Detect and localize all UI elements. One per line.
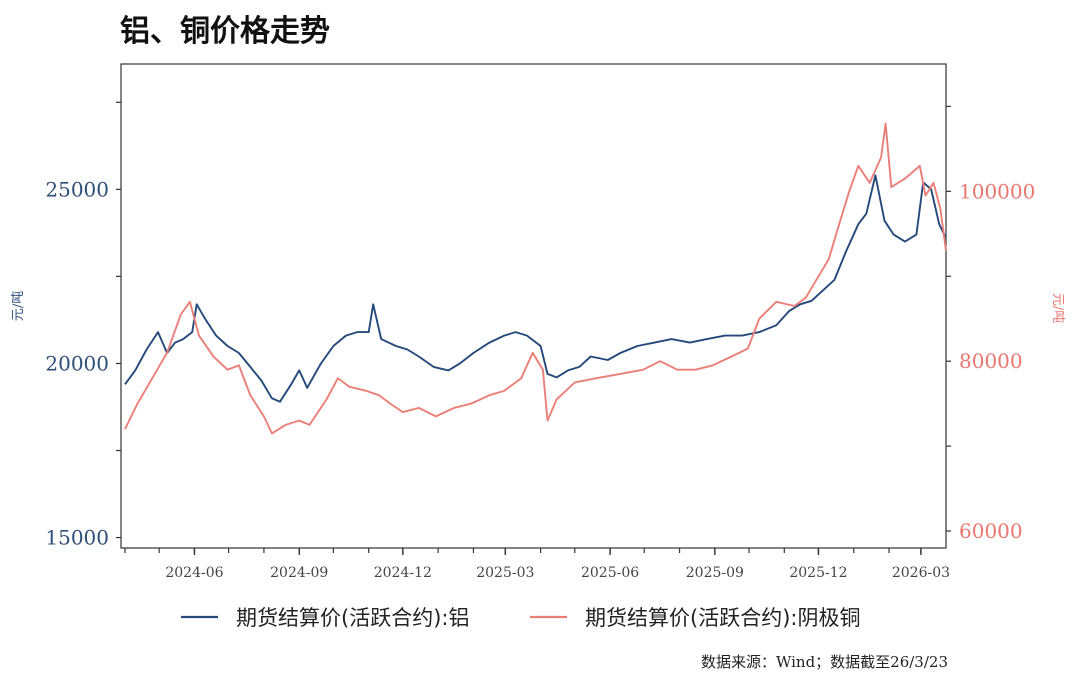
y-right-tick-label: 60000 [959, 519, 1023, 543]
series-line-copper [124, 122, 947, 435]
x-tick-label: 2024-12 [374, 565, 432, 581]
y-right-tick-label: 80000 [959, 349, 1023, 373]
y-left-tick-label: 25000 [45, 177, 109, 201]
x-tick-label: 2025-06 [581, 565, 639, 581]
plot-area-frame [120, 63, 947, 549]
chart-title: 铝、铜价格走势 [120, 14, 330, 49]
x-tick-label: 2026-03 [892, 565, 950, 581]
series-lines [124, 122, 947, 435]
legend-label-aluminum: 期货结算价(活跃合约):铝 [236, 606, 469, 630]
x-tick-label: 2025-03 [476, 565, 534, 581]
y-left-tick-label: 15000 [45, 526, 109, 550]
y-axis-right-label: 元/吨 [1050, 293, 1065, 323]
legend-label-copper: 期货结算价(活跃合约):阴极铜 [585, 606, 860, 630]
y-right-tick-label: 100000 [959, 179, 1035, 203]
x-tick-label: 2024-06 [165, 565, 223, 581]
x-tick-label: 2025-09 [686, 565, 744, 581]
x-tick-label: 2024-09 [270, 565, 328, 581]
data-source-note: 数据来源：Wind；数据截至26/3/23 [700, 653, 948, 671]
axes-group: 15000 20000 25000 60000 80000 100000 2024-06 20… [45, 101, 1035, 581]
legend: 期货结算价(活跃合约):铝 期货结算价(活跃合约):阴极铜 [181, 606, 860, 630]
x-tick-label: 2025-12 [789, 565, 847, 581]
y-axis-left-label: 元/吨 [11, 291, 26, 321]
y-left-tick-label: 20000 [45, 351, 109, 375]
series-line-aluminum [124, 174, 947, 403]
